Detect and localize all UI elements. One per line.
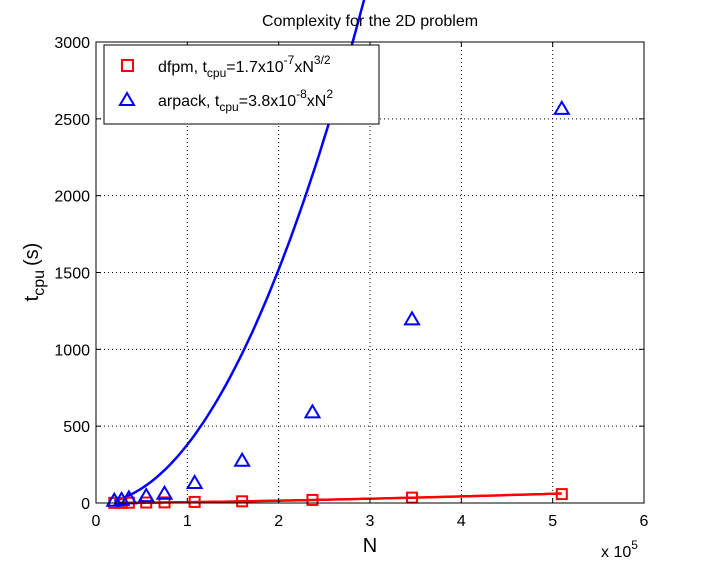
legend-dfpm-exp1: -7	[284, 53, 295, 67]
square-marker	[555, 488, 568, 501]
triangle-marker	[155, 484, 174, 500]
legend-arpack-prefix: arpack, t	[158, 93, 220, 110]
x-tick-label: 4	[457, 513, 466, 530]
svg-text:arpack, tcpu=3.8x10-8xN2: arpack, tcpu=3.8x10-8xN2	[158, 87, 333, 114]
y-label-base: t	[21, 295, 43, 301]
svg-text:tcpu(s): tcpu (s)	[21, 243, 48, 302]
square-marker	[236, 495, 249, 508]
square-marker	[188, 495, 201, 508]
legend: dfpm, tcpu=1.7x10-7xN3/2 arpack, tcpu=3.…	[103, 44, 380, 125]
x-axis-label: N	[363, 535, 377, 557]
svg-text:x 105: x 105	[601, 538, 638, 561]
chart-title: Complexity for the 2D problem	[262, 13, 478, 30]
legend-entry-arpack: arpack, tcpu=3.8x10-8xN2	[118, 87, 333, 114]
axis-ticks: 0 1 2 3 4 5 6 0 500 1000 1500 2000 2500 3000	[54, 35, 648, 530]
y-axis-label: tcpu (s)	[21, 243, 48, 302]
legend-arpack-exp1: -8	[296, 87, 307, 101]
legend-entry-dfpm: dfpm, tcpu=1.7x10-7xN3/2	[121, 53, 331, 80]
triangle-marker	[233, 451, 251, 467]
y-label-sub: cpu	[31, 270, 48, 296]
legend-dfpm-prefix: dfpm, t	[158, 59, 207, 76]
x-multiplier-exponent: 5	[631, 538, 638, 552]
legend-triangle-marker	[118, 91, 136, 106]
x-tick-label: 1	[183, 513, 192, 530]
legend-arpack-mid2: xN	[307, 93, 327, 110]
x-tick-label: 3	[366, 513, 375, 530]
svg-text:dfpm, tcpu=1.7x10-7xN3/2: dfpm, tcpu=1.7x10-7xN3/2	[158, 53, 331, 80]
triangle-marker	[303, 403, 322, 419]
legend-square-marker	[121, 59, 134, 72]
y-tick-label: 2000	[54, 189, 90, 206]
legend-box	[103, 44, 380, 125]
legend-arpack-exp2: 2	[326, 87, 333, 101]
y-tick-label: 1000	[54, 342, 90, 359]
legend-dfpm-mid2: xN	[294, 59, 314, 76]
legend-dfpm-sub: cpu	[207, 66, 226, 80]
triangle-marker	[553, 99, 571, 115]
x-multiplier: x 105	[601, 538, 638, 561]
y-tick-label: 500	[63, 419, 90, 436]
y-tick-label: 0	[81, 496, 90, 513]
legend-dfpm-mid: =1.7x10	[226, 59, 283, 76]
y-tick-label: 2500	[54, 112, 90, 129]
x-tick-label: 2	[274, 513, 283, 530]
y-tick-label: 1500	[54, 266, 90, 283]
x-tick-label: 6	[640, 513, 649, 530]
triangle-marker	[403, 310, 421, 326]
triangle-marker	[137, 487, 155, 503]
triangle-marker	[185, 474, 204, 490]
square-marker	[158, 496, 171, 509]
legend-arpack-mid: =3.8x10	[239, 93, 296, 110]
y-label-unit: (s)	[21, 243, 43, 266]
x-multiplier-text: x 10	[601, 544, 631, 561]
y-tick-label: 3000	[54, 35, 90, 52]
x-tick-label: 5	[548, 513, 557, 530]
legend-arpack-sub: cpu	[219, 100, 238, 114]
x-tick-label: 0	[92, 513, 101, 530]
square-marker	[306, 493, 319, 506]
legend-dfpm-exp2: 3/2	[314, 53, 331, 67]
